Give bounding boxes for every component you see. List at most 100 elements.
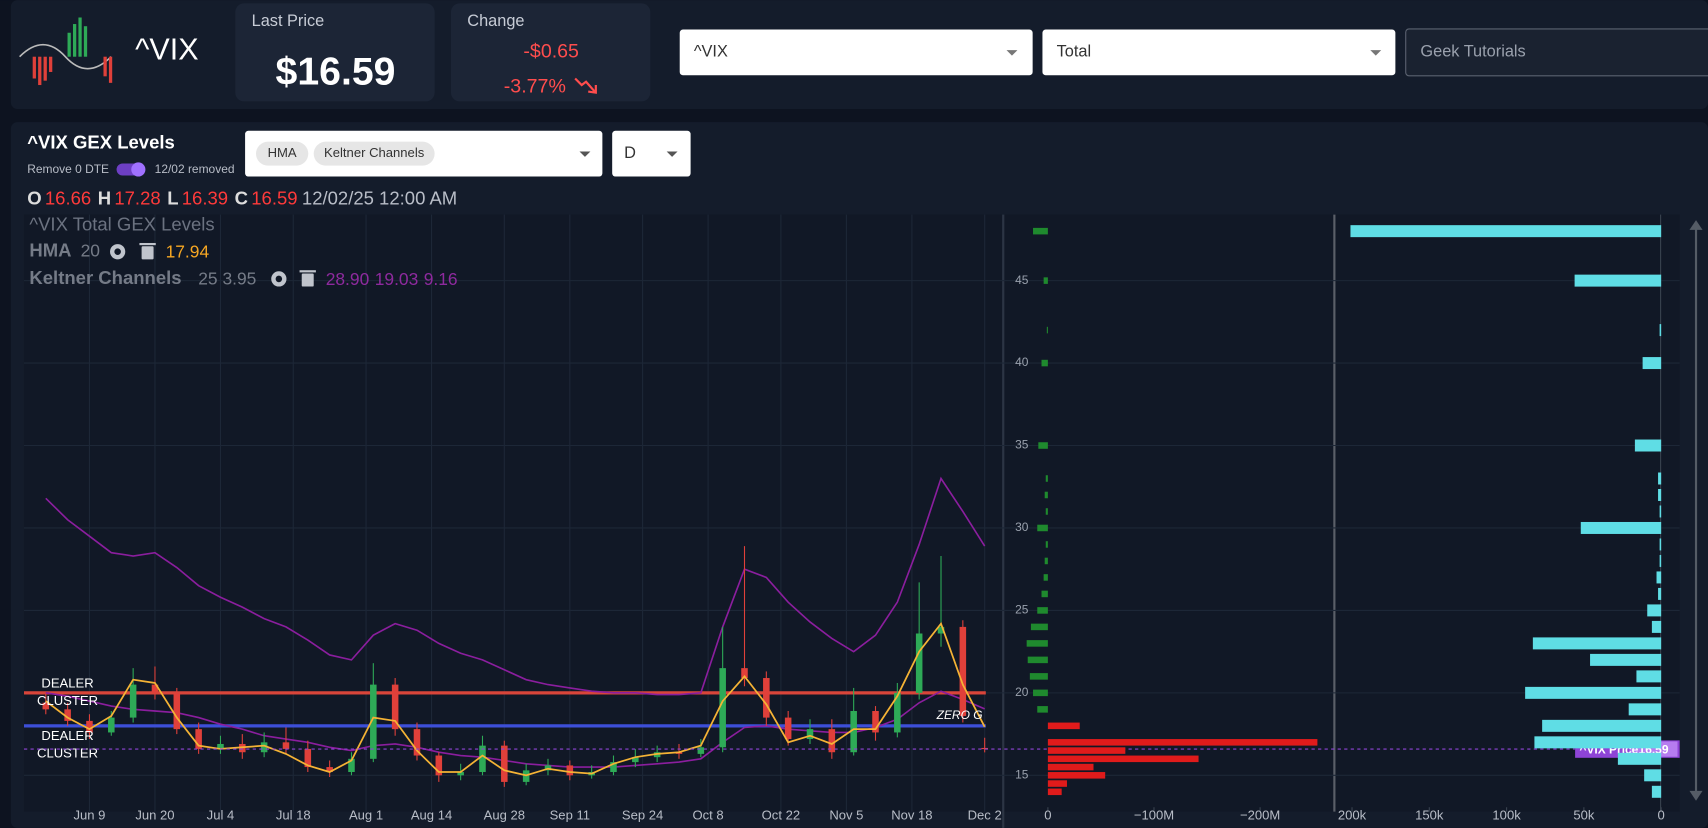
indicator-select[interactable]: HMA Keltner Channels — [245, 130, 603, 177]
indicator-chip: Keltner Channels — [324, 145, 425, 160]
gex-bar — [1026, 640, 1048, 647]
settings-icon[interactable] — [271, 271, 287, 287]
gex-bar — [1038, 442, 1048, 449]
candle-body — [479, 745, 486, 773]
gex-bar — [1030, 623, 1048, 631]
candle-body — [260, 742, 268, 753]
panel-title: ^VIX GEX Levels — [27, 132, 175, 153]
gex-bar — [1642, 357, 1662, 370]
hma-value: 17.94 — [166, 241, 210, 261]
gex-bar — [1043, 574, 1048, 581]
gex-x-tick-label: −200M — [1240, 807, 1280, 822]
symbol-select[interactable]: ^VIX — [679, 29, 1033, 76]
candle-body — [894, 692, 901, 733]
toggle-label: Remove 0 DTE — [27, 162, 109, 176]
y-tick-label: 20 — [1015, 685, 1029, 699]
indicator-chip: HMA — [268, 145, 297, 160]
candle-body — [326, 767, 333, 773]
toggle-note: 12/02 removed — [155, 162, 235, 176]
gex-bar — [1658, 587, 1662, 600]
gex-bar — [1659, 505, 1662, 518]
scroll-control[interactable] — [1689, 220, 1703, 801]
ohlc-value: 16.66 — [45, 187, 91, 208]
tutorials-select[interactable]: Geek Tutorials — [1405, 28, 1708, 77]
candle-body — [129, 684, 137, 718]
candle-body — [806, 729, 814, 740]
interval-select[interactable]: D — [612, 130, 691, 177]
x-tick-label: Jul 18 — [276, 807, 311, 822]
last-price-card — [235, 3, 435, 102]
change: -$0.65 — [523, 41, 579, 63]
y-tick-label: 30 — [1015, 520, 1029, 534]
candle-body — [915, 633, 923, 693]
y-tick-label: 15 — [1015, 767, 1029, 781]
gex-bar — [1047, 763, 1094, 771]
gex-bar — [1037, 607, 1048, 614]
candle-body — [304, 748, 312, 768]
gex-bar — [1047, 788, 1062, 796]
gex-bar — [1534, 736, 1662, 749]
delete-icon[interactable] — [299, 270, 316, 287]
gex-select[interactable]: Total — [1042, 29, 1396, 76]
x-tick-label: Dec 2 — [968, 807, 1002, 822]
gex-bar — [1574, 274, 1662, 287]
keltner-value: 9.16 — [424, 269, 458, 289]
gex-bar — [1044, 491, 1048, 499]
symbol: ^VIX — [135, 32, 198, 66]
x-tick-label: Oct 8 — [692, 807, 723, 822]
candle-body — [566, 765, 574, 776]
ohlc-label: C — [235, 187, 248, 208]
ohlc-value: 16.59 — [251, 187, 297, 208]
keltner-name: Keltner Channels — [29, 267, 181, 288]
keltner-upper-line — [45, 476, 986, 696]
candle-body — [784, 717, 792, 740]
change-label: Change — [467, 12, 524, 30]
x-tick-label: Nov 18 — [891, 807, 932, 822]
y-tick-label: 40 — [1015, 355, 1029, 369]
candle-body — [763, 678, 770, 718]
interval: D — [624, 144, 636, 162]
candle-body — [173, 692, 181, 730]
gex-bar — [1628, 703, 1662, 716]
remove-0dte-toggle[interactable] — [116, 162, 146, 177]
gex-x-tick-label: 200k — [1338, 807, 1367, 822]
x-tick-label: Sep 24 — [622, 807, 663, 822]
candle-body — [217, 743, 224, 749]
candle-body — [108, 717, 115, 733]
gex-bar — [1580, 521, 1662, 534]
candle-body — [151, 684, 159, 693]
gex-bar — [1027, 656, 1048, 664]
gex-bar — [1651, 785, 1662, 798]
gex-x-tick-label: 0 — [1044, 807, 1051, 822]
gex-bar — [1045, 541, 1048, 548]
gex-bar — [1029, 673, 1048, 680]
gex-bar — [1047, 772, 1106, 779]
candle-body — [828, 729, 836, 753]
gex-bar — [1047, 722, 1080, 730]
gex-bar — [1658, 472, 1662, 485]
gex-bar — [1041, 359, 1048, 367]
gex-bar — [1651, 620, 1662, 633]
ohlc-date: 12/02/25 12:00 AM — [302, 187, 457, 208]
ohlc-value: 17.28 — [114, 187, 160, 208]
candle-body — [937, 626, 945, 634]
gex-x-tick-label: −100M — [1134, 807, 1174, 822]
candle-body — [501, 745, 508, 782]
down-arrow-icon — [574, 77, 596, 93]
ohlc-value: 16.39 — [182, 187, 228, 208]
candle-body — [872, 711, 879, 733]
x-tick-label: Aug 28 — [484, 807, 525, 822]
x-tick-label: Sep 11 — [550, 807, 590, 822]
gex-x-tick-label: 0 — [1658, 807, 1665, 822]
settings-icon[interactable] — [110, 244, 126, 260]
candle-body — [195, 729, 202, 749]
price-chart-area — [23, 214, 1003, 812]
gex-bar — [1532, 637, 1662, 650]
gex-x-tick-label: 100k — [1492, 807, 1521, 822]
delete-icon[interactable] — [139, 242, 156, 260]
level-label: ZERO G — [936, 708, 983, 722]
candle-body — [435, 755, 443, 776]
gex-bar — [1045, 475, 1048, 482]
ohlc-label: H — [98, 187, 111, 208]
